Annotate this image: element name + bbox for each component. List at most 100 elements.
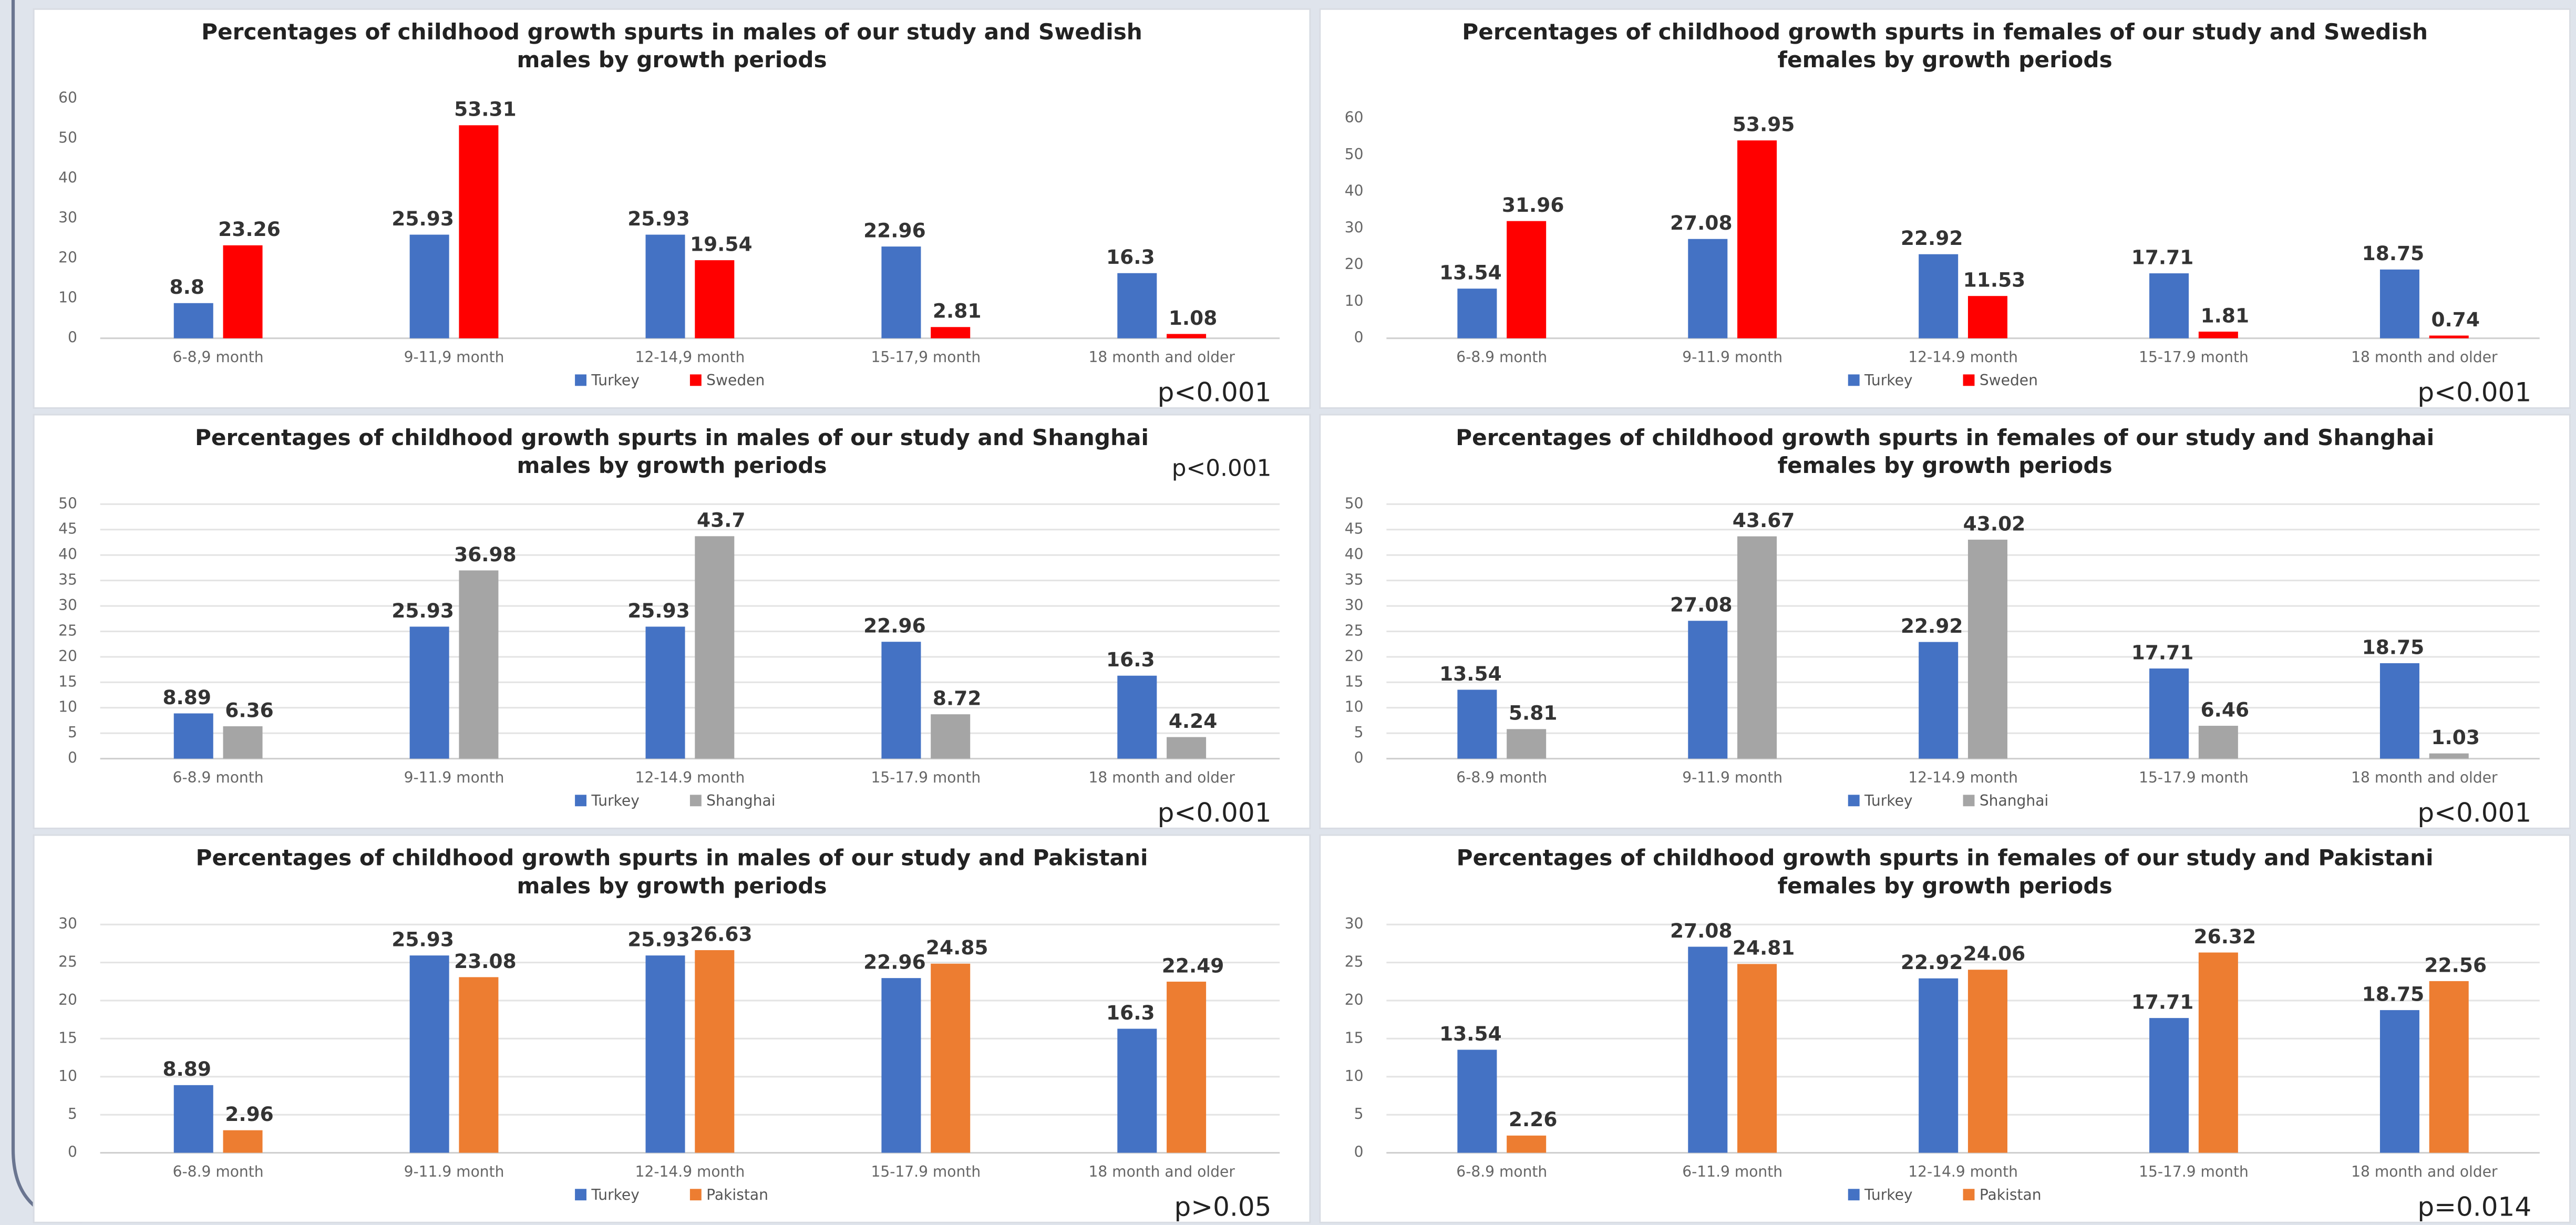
bar [931,963,971,1153]
data-label: 22.92 [1901,614,1963,637]
data-label: 16.3 [1106,648,1155,671]
x-tick-label: 15-17.9 month [2139,769,2249,786]
x-tick-label: 6-8,9 month [173,348,264,366]
data-label: 1.81 [2201,304,2250,327]
bar [2429,981,2469,1153]
legend-label: Shanghai [706,792,775,809]
y-tick-label: 30 [1345,915,1364,932]
data-label: 22.96 [863,951,926,974]
bar [1688,946,1728,1153]
bar [2198,726,2238,759]
x-tick-label: 9-11.9 month [404,769,504,786]
data-label: 18.75 [2362,982,2425,1005]
data-label: 4.24 [1169,709,1218,733]
data-label: 22.96 [863,219,926,242]
data-label: 16.3 [1106,245,1155,269]
data-label: 22.56 [2424,953,2487,976]
legend-label: Sweden [706,372,765,389]
data-label: 5.81 [1509,702,1558,725]
x-tick-label: 18 month and older [2351,1163,2498,1180]
data-label: 24.06 [1963,942,2026,965]
x-tick-label: 15-17,9 month [871,348,981,366]
x-tick-label: 12-14.9 month [635,1163,745,1180]
data-label: 27.08 [1670,211,1733,234]
bar [2379,269,2419,338]
bar [1919,254,1959,338]
legend-swatch [1963,795,1975,807]
bar [409,626,449,759]
y-tick-label: 20 [58,647,77,665]
y-tick-label: 5 [68,1105,77,1123]
y-tick-label: 15 [1345,1029,1364,1046]
data-label: 19.54 [690,232,753,255]
legend-swatch [575,374,586,386]
bar [459,570,499,759]
bar [2379,663,2419,759]
chart-title: Percentages of childhood growth spurts i… [1462,19,2428,74]
data-label: 18.75 [2362,635,2425,658]
data-label: 16.3 [1106,1001,1155,1024]
bar [695,950,735,1153]
x-tick-label: 18 month and older [1088,1163,1235,1180]
data-label: 22.92 [1901,227,1963,250]
x-tick-label: 9-11.9 month [1682,348,1782,366]
x-tick-label: 15-17.9 month [2139,1163,2249,1180]
bar [2149,273,2189,338]
chart-title: Percentages of childhood growth spurts i… [194,425,1149,480]
bar [459,977,499,1153]
data-label: 25.93 [391,928,454,951]
data-label: 26.63 [690,922,753,945]
data-label: 43.7 [697,509,746,532]
bar [1688,239,1728,338]
y-tick-label: 30 [58,596,77,614]
x-tick-label: 9-11.9 month [1682,769,1782,786]
data-label: 1.08 [1169,306,1218,330]
data-label: 25.93 [627,928,690,951]
x-tick-label: 12-14.9 month [1908,1163,2018,1180]
legend-label: Turkey [1864,1186,1913,1203]
data-label: 25.93 [627,599,690,622]
bar [2379,1010,2419,1153]
bar [881,246,921,338]
bar [223,726,263,759]
data-label: 17.71 [2131,245,2194,269]
data-label: 31.96 [1502,193,1564,217]
legend-swatch [689,374,702,386]
p-value-annotation: p<0.001 [2417,377,2531,407]
data-label: 13.54 [1439,662,1502,685]
data-label: 43.02 [1963,512,2026,535]
data-label: 6.46 [2201,698,2250,721]
y-tick-label: 0 [68,329,77,346]
bar [2149,1018,2189,1153]
data-label: 13.54 [1439,1022,1502,1045]
y-tick-label: 40 [58,545,77,563]
bar [1507,1135,1547,1153]
x-tick-label: 15-17.9 month [2139,348,2249,366]
legend-swatch [1963,374,1975,386]
y-tick-label: 10 [58,698,77,716]
bar [1117,675,1157,759]
bar [173,713,213,759]
data-label: 36.98 [454,543,517,566]
legend-swatch [689,1189,702,1201]
legend-label: Pakistan [1980,1186,2042,1203]
bar [1507,221,1547,338]
bar [931,714,971,759]
chart: 0 10 20 30 40 50 60 6-8.9 month 13.54 31.96 9-11.9… [1345,109,2540,407]
chart-title: Percentages of childhood growth spurts i… [1456,846,2434,900]
legend-label: Shanghai [1980,792,2048,809]
bar [223,1130,263,1153]
x-tick-label: 6-8.9 month [173,1163,264,1180]
bar [223,245,263,338]
x-tick-label: 9-11.9 month [404,1163,504,1180]
y-tick-label: 30 [58,209,77,227]
bar [2149,668,2189,759]
data-label: 0.74 [2431,308,2480,331]
legend-swatch [575,795,586,807]
y-tick-label: 0 [68,1144,77,1161]
bar [931,327,971,338]
data-label: 2.96 [225,1103,274,1126]
data-label: 27.08 [1670,593,1733,616]
bar [1919,642,1959,759]
